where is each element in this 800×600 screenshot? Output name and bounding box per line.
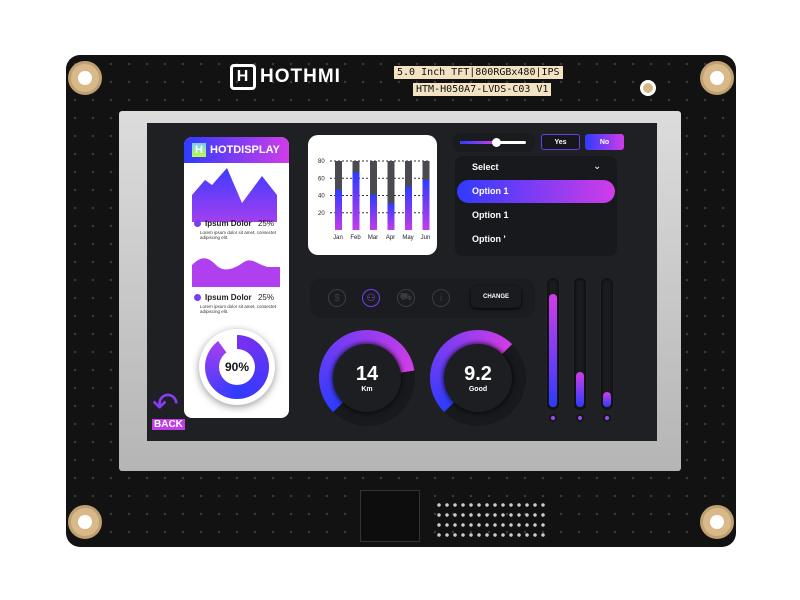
bar xyxy=(422,179,430,230)
bar xyxy=(352,172,360,230)
legend-item-1: Ipsum Dolor 25% xyxy=(194,219,274,228)
x-tick-label: May xyxy=(402,235,413,241)
bar xyxy=(405,186,412,230)
distance-gauge: 14 Km xyxy=(319,330,415,426)
yes-button[interactable]: Yes xyxy=(541,134,580,150)
bar-track xyxy=(387,161,395,230)
slider-indicator-dot xyxy=(576,414,584,422)
vertical-slider[interactable] xyxy=(574,278,586,410)
card-title: HOTDISPLAY xyxy=(210,144,280,156)
x-tick-label: Apr xyxy=(386,235,395,241)
brand-logo: H HOTHMI xyxy=(230,64,341,90)
hotdisplay-logo-icon: H xyxy=(192,143,206,157)
user-icon[interactable]: ⚇ xyxy=(362,289,380,307)
mount-hole xyxy=(700,505,734,539)
dropdown xyxy=(455,156,617,256)
slider-indicator-dot xyxy=(549,414,557,422)
mount-hole xyxy=(68,61,102,95)
bar-chart-card: 20 40 60 80 Jan Feb Mar Apr May Jun xyxy=(308,135,437,255)
y-tick-label: 60 xyxy=(318,176,325,182)
connector xyxy=(360,490,420,542)
mount-hole xyxy=(700,61,734,95)
y-tick-label: 20 xyxy=(318,211,325,217)
bar xyxy=(335,189,342,230)
no-button[interactable]: No xyxy=(585,134,624,150)
chevron-down-icon[interactable]: ⌄ xyxy=(593,161,602,172)
legend-item-2: Ipsum Dolor 25% xyxy=(194,293,274,302)
slider-fill xyxy=(576,371,584,407)
pin-header xyxy=(435,500,545,540)
mountain-chart xyxy=(192,168,277,222)
gauge-unit: Good xyxy=(468,386,488,393)
gauge-value: 14 xyxy=(355,363,379,385)
progress-ring: 90% xyxy=(199,329,275,405)
vertical-slider[interactable] xyxy=(601,278,613,410)
gauge-unit: Km xyxy=(361,386,373,393)
item-value: 25% xyxy=(257,219,274,228)
dropdown-option[interactable]: Option ' xyxy=(472,234,506,244)
item-desc: Lorem ipsum dolor sit amet, consectet ad… xyxy=(200,230,277,240)
back-button[interactable]: BACK xyxy=(152,419,185,430)
model-label: HTM-H050A7-LVDS-C03 V1 xyxy=(413,83,552,96)
dropdown-option-selected[interactable] xyxy=(457,180,615,203)
test-pad xyxy=(640,80,656,96)
spec-label: 5.0 Inch TFT|800RGBx480|IPS xyxy=(394,66,563,79)
gauge-value: 9.2 xyxy=(464,363,492,385)
bar-chart: 20 40 60 80 Jan Feb Mar Apr May Jun xyxy=(318,159,431,241)
wave-chart xyxy=(192,258,280,287)
dropdown-option[interactable]: Option 1 xyxy=(472,210,509,220)
slider-handle[interactable] xyxy=(492,138,502,147)
dropdown-option[interactable]: Option 1 xyxy=(472,186,509,196)
slider-fill xyxy=(603,391,611,407)
item-desc: Lorem ipsum dolor sit amet, consectet ad… xyxy=(200,304,277,314)
card-header: H HOTDISPLAY xyxy=(184,137,289,163)
y-tick-label: 80 xyxy=(318,159,325,165)
rating-gauge: 9.2 Good xyxy=(430,330,526,426)
item-label: Ipsum Dolor xyxy=(205,293,252,302)
slider-fill xyxy=(549,293,557,407)
y-tick-label: 40 xyxy=(318,194,325,200)
mount-hole xyxy=(68,505,102,539)
cart-icon[interactable]: ⛟ xyxy=(397,289,415,307)
x-tick-label: Feb xyxy=(350,235,361,241)
x-tick-label: Mar xyxy=(368,235,378,241)
info-icon[interactable]: i xyxy=(432,289,450,307)
vertical-slider[interactable] xyxy=(547,278,559,410)
slider-indicator-dot xyxy=(603,414,611,422)
bar xyxy=(370,194,377,230)
x-tick-label: Jun xyxy=(421,235,431,241)
dropdown-select[interactable]: Select xyxy=(472,162,499,172)
bar xyxy=(387,203,395,230)
item-value: 25% xyxy=(257,293,274,302)
x-tick-label: Jan xyxy=(333,235,343,241)
info-card: H HOTDISPLAY Ipsum Dolor 25% Lorem ipsum… xyxy=(184,137,289,418)
dollar-icon[interactable]: $ xyxy=(328,289,346,307)
change-button[interactable]: CHANGE xyxy=(471,286,521,308)
item-label: Ipsum Dolor xyxy=(205,219,252,228)
horizontal-slider[interactable] xyxy=(453,133,535,152)
back-arrow-icon[interactable]: ↶ xyxy=(152,386,179,422)
ring-label: 90% xyxy=(219,349,255,385)
